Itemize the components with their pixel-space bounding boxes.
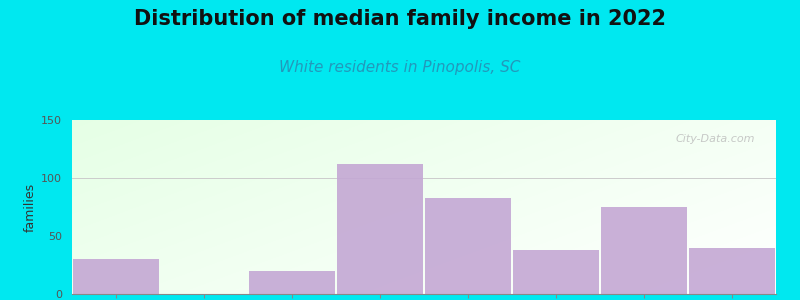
Y-axis label: families: families — [24, 182, 37, 232]
Bar — [250, 271, 334, 294]
Bar — [690, 248, 774, 294]
Text: Distribution of median family income in 2022: Distribution of median family income in … — [134, 9, 666, 29]
Bar — [602, 207, 686, 294]
Bar — [514, 250, 598, 294]
Bar — [74, 259, 158, 294]
Text: White residents in Pinopolis, SC: White residents in Pinopolis, SC — [279, 60, 521, 75]
Bar — [426, 198, 510, 294]
Text: City-Data.com: City-Data.com — [675, 134, 755, 144]
Bar — [338, 164, 422, 294]
